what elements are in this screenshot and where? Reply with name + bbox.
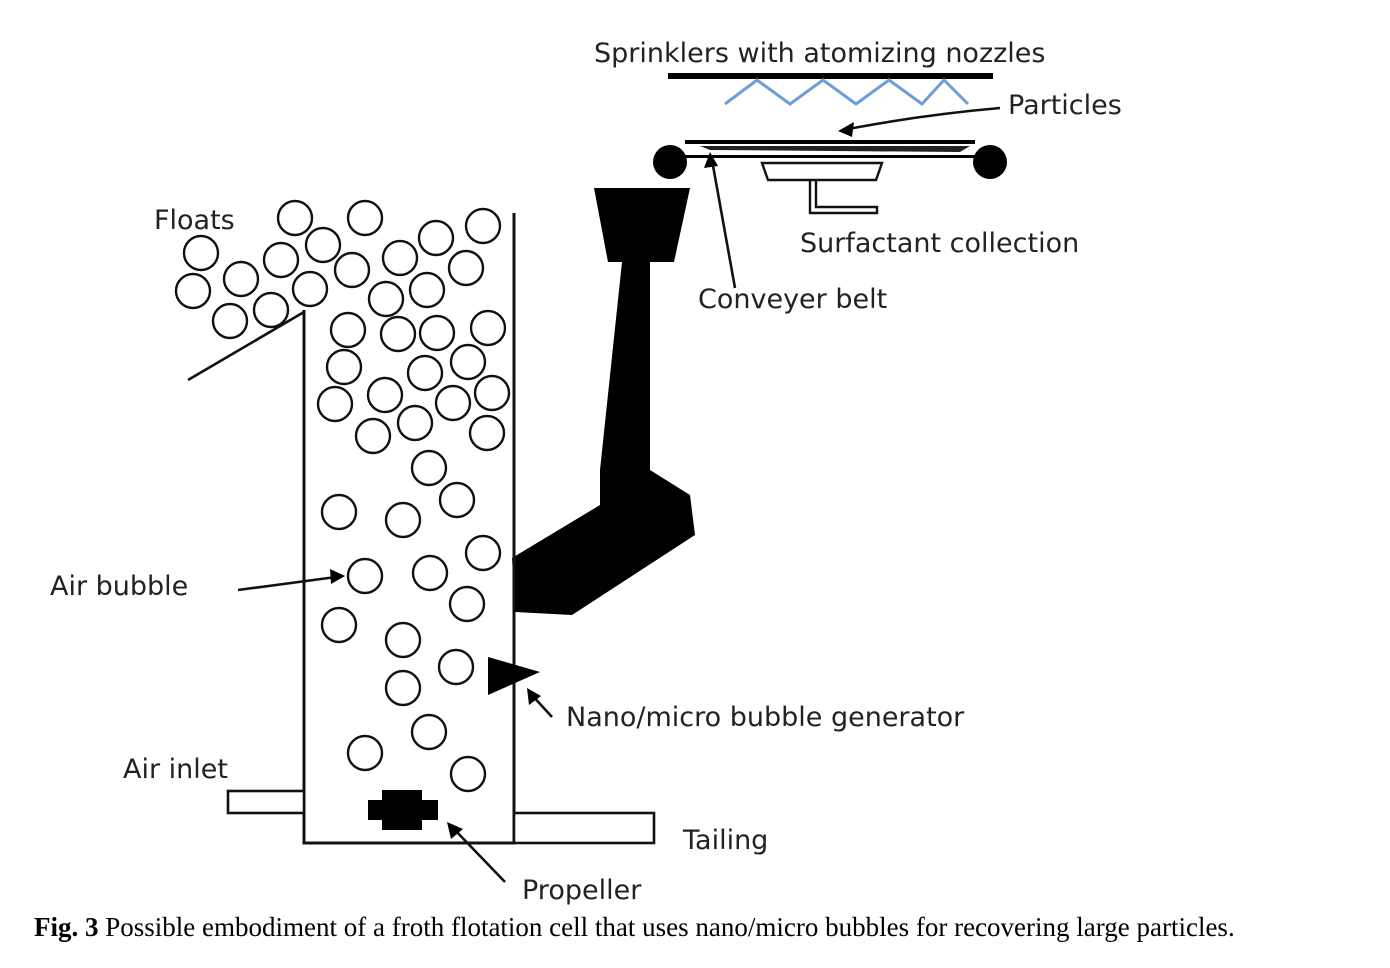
conveyor-belt-bottom [685, 155, 975, 158]
conveyor-roller-right [973, 145, 1007, 179]
figure-caption: Fig. 3 Possible embodiment of a froth fl… [34, 912, 1379, 943]
bubble-generator-label: Nano/micro bubble generator [566, 702, 965, 733]
air-bubble-arrow [238, 569, 345, 590]
propeller [368, 790, 438, 830]
surfactant-trough [762, 163, 882, 180]
air-inlet-label: Air inlet [123, 754, 228, 785]
surfactant-drain-pipe [810, 180, 877, 213]
hopper-chute [512, 188, 695, 615]
tailing-label: Tailing [682, 825, 768, 856]
particles-on-belt [700, 146, 970, 152]
particles-label: Particles [1008, 90, 1122, 121]
column-bubbles [318, 311, 509, 791]
propeller-label: Propeller [522, 875, 642, 905]
tailing-pipe [514, 813, 654, 843]
sprinkler-bar [668, 73, 993, 79]
floats-label: Floats [154, 205, 235, 236]
atomizing-nozzle-spray [725, 80, 968, 104]
particles-arrow [838, 108, 1000, 137]
air-inlet-pipe [228, 791, 304, 813]
flotation-cell-diagram: Sprinklers with atomizing nozzles Partic… [0, 0, 1390, 905]
air-bubble-label: Air bubble [50, 571, 188, 602]
conveyer-belt-label: Conveyer belt [698, 284, 887, 315]
surfactant-collection-label: Surfactant collection [800, 228, 1079, 259]
conveyor-belt-top [685, 140, 975, 144]
sprinklers-label: Sprinklers with atomizing nozzles [594, 38, 1045, 69]
generator-arrow [527, 688, 552, 717]
conveyor-roller-left [653, 145, 687, 179]
conveyer-belt-arrow [704, 152, 735, 288]
figure-number: Fig. 3 [34, 912, 99, 942]
propeller-arrow [447, 822, 505, 882]
caption-text: Possible embodiment of a froth flotation… [99, 912, 1235, 942]
